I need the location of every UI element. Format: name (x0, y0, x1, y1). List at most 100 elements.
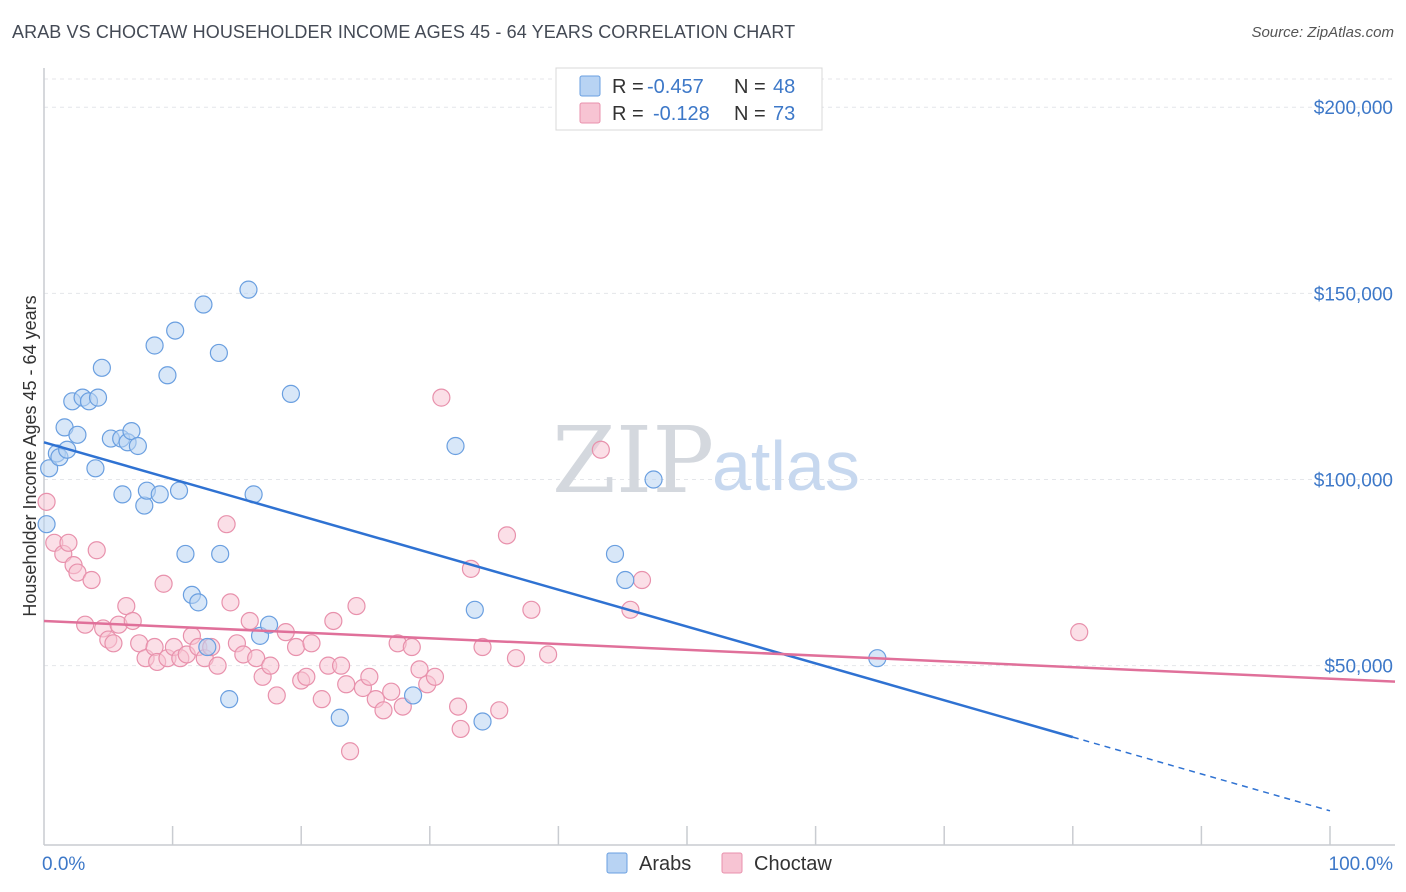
grid (44, 78, 1395, 667)
choctaw-point (208, 656, 227, 675)
choctaw-point (432, 388, 451, 407)
legend-r-label-choctaw: R = (612, 103, 644, 125)
arabs-point (135, 496, 154, 515)
choctaw-point (632, 570, 652, 590)
choctaw-point (331, 656, 351, 675)
arabs-point (150, 485, 169, 504)
choctaw-point (297, 667, 316, 686)
arabs-point (220, 690, 239, 709)
legend-swatch-choctaw (579, 102, 601, 124)
arabs-point (465, 600, 484, 619)
arabs-point (198, 637, 217, 657)
y-axis-label: Householder Income Ages 45 - 64 years (20, 295, 40, 616)
choctaw-trend-line (43, 619, 1396, 683)
choctaw-point (539, 645, 558, 664)
choctaw-point (402, 637, 421, 657)
y-tick-label: $200,000 (1314, 98, 1393, 119)
choctaw-point (87, 541, 106, 560)
x-tick-label-min: 0.0% (42, 854, 85, 875)
arabs-point (113, 485, 132, 504)
arabs-point (616, 570, 635, 590)
choctaw-point (337, 675, 356, 694)
legend-swatch-arabs (579, 75, 601, 97)
watermark-atlas: atlas (712, 427, 860, 505)
series-legend-swatch-choctaw (721, 852, 743, 874)
arabs-point (176, 544, 195, 564)
choctaw-point (497, 526, 517, 545)
arabs-point (473, 712, 492, 731)
legend-n-label-arabs: N = (734, 76, 766, 98)
choctaw-point (154, 574, 173, 593)
choctaw-point (410, 660, 429, 679)
arabs-point (644, 470, 663, 489)
series-legend-label-choctaw: Choctaw (754, 853, 832, 875)
arabs-point (330, 708, 349, 727)
arabs-point (86, 459, 105, 478)
correlation-legend: R = -0.457 N = 48 R = -0.128 N = 73 (555, 67, 823, 131)
choctaw-point (1070, 623, 1089, 642)
choctaw-point (267, 686, 286, 705)
choctaw-point (425, 667, 445, 686)
choctaw-point (382, 682, 401, 701)
arabs-point (209, 343, 228, 363)
choctaw-point (324, 611, 343, 631)
choctaw-point (312, 690, 331, 709)
choctaw-point (221, 593, 240, 612)
choctaw-point (68, 563, 87, 582)
watermark-zip: ZIP (552, 407, 714, 514)
chart-title: ARAB VS CHOCTAW HOUSEHOLDER INCOME AGES … (12, 22, 796, 42)
choctaw-point (591, 440, 610, 459)
choctaw-point (490, 701, 509, 720)
y-tick-labels: $50,000 $100,000 $150,000 $200,000 (1314, 98, 1393, 677)
arabs-trend-line (43, 441, 1074, 739)
arabs-point (259, 615, 279, 634)
y-tick-label: $150,000 (1314, 284, 1393, 305)
arabs-point (145, 336, 164, 355)
choctaw-point (340, 742, 360, 761)
choctaw-point (286, 637, 306, 657)
y-tick-label: $100,000 (1314, 471, 1393, 492)
legend-r-value-arabs: -0.457 (647, 76, 704, 98)
choctaw-point (247, 649, 266, 668)
x-tick-labels: 0.0% 100.0% (42, 854, 1393, 875)
arabs-point (189, 593, 208, 612)
arabs-point (92, 358, 111, 377)
legend-n-value-arabs: 48 (773, 76, 795, 98)
choctaw-point (104, 634, 123, 653)
choctaw-point (451, 719, 470, 739)
choctaw-point (448, 697, 468, 716)
legend-n-label-choctaw: N = (734, 103, 766, 125)
x-tick-label-max: 100.0% (1329, 854, 1394, 875)
choctaw-point (240, 611, 259, 631)
arabs-trend-line-extension (1072, 736, 1331, 812)
choctaw-point (374, 701, 393, 720)
arabs-point (40, 459, 59, 478)
choctaw-point (522, 600, 541, 619)
arabs-point (211, 544, 230, 564)
series-legend-swatch-arabs (606, 852, 628, 874)
choctaw-point (360, 667, 379, 686)
arabs-point (403, 686, 423, 705)
choctaw-point (393, 697, 412, 716)
legend-n-value-choctaw: 73 (773, 103, 795, 125)
arabs-point (194, 295, 213, 314)
arabs-point (239, 280, 258, 299)
choctaw-point (37, 492, 56, 511)
choctaw-point (123, 611, 142, 631)
choctaw-point (302, 634, 321, 653)
choctaw-point (82, 570, 101, 590)
arabs-point (128, 436, 147, 456)
series-legend: Arabs Choctaw (606, 852, 832, 875)
arabs-point (88, 388, 108, 407)
arabs-point (37, 515, 56, 534)
arabs-point (166, 321, 185, 340)
watermark: ZIP atlas (552, 407, 860, 514)
choctaw-point (347, 596, 366, 616)
arabs-point (169, 481, 189, 500)
choctaw-point (217, 515, 236, 534)
choctaw-point (59, 533, 78, 552)
y-tick-label: $50,000 (1324, 657, 1393, 678)
choctaw-point (261, 656, 280, 675)
choctaw-points (37, 388, 1089, 761)
